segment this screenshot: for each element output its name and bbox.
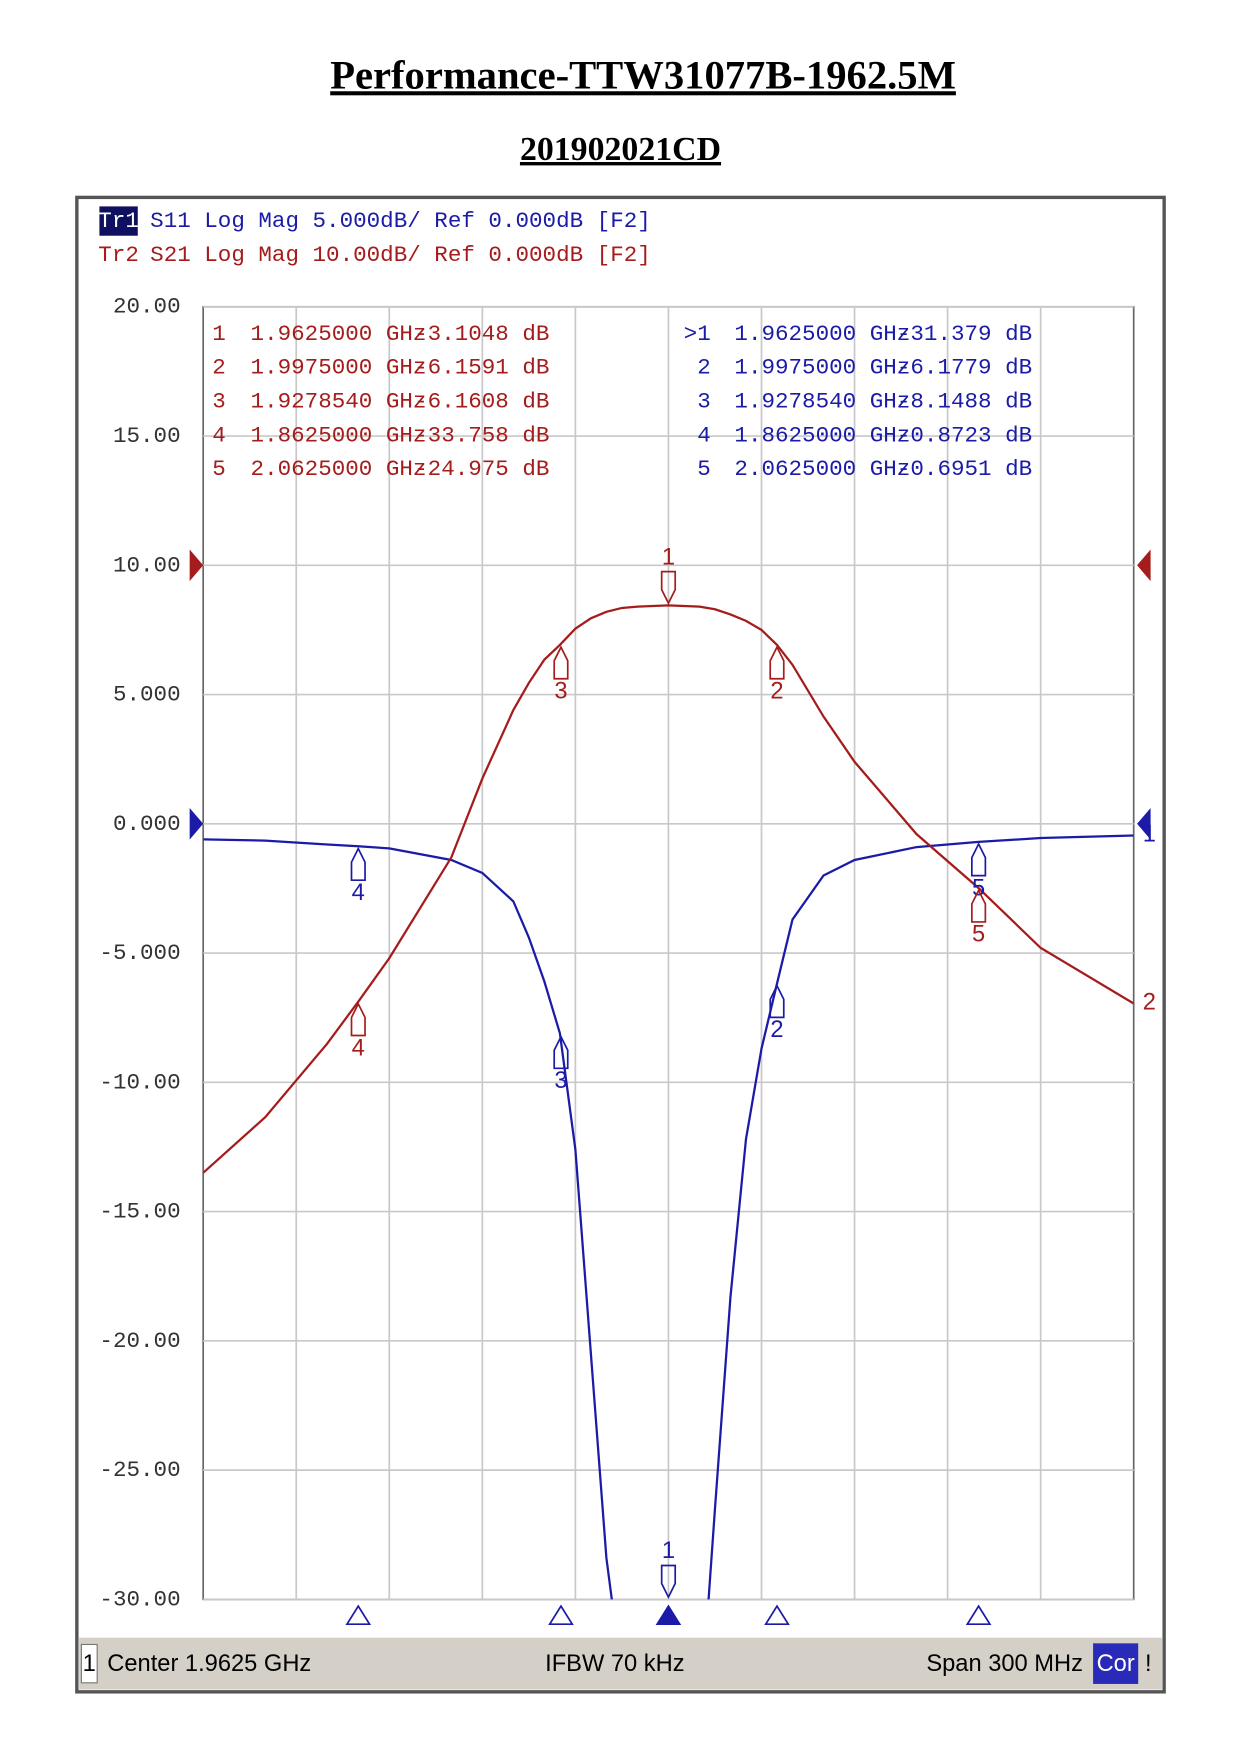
marker-table-freq: 2.0625000 GHz xyxy=(734,456,910,482)
trace-end-label: 2 xyxy=(1143,990,1156,1016)
status-box xyxy=(1093,1643,1139,1684)
ifbw-label: IFBW 70 kHz xyxy=(545,1651,684,1677)
ref-arrow xyxy=(189,808,204,840)
trace-name: Tr2 xyxy=(98,242,139,268)
marker-table-value: -0.6951 dB xyxy=(897,456,1032,482)
marker-table-id: 4 xyxy=(697,422,711,448)
marker-table-value: -31.379 dB xyxy=(897,321,1032,347)
marker-table-value: -6.1779 dB xyxy=(897,355,1032,381)
marker xyxy=(769,983,785,1019)
chart-title: Performance-TTW31077B-1962.5M xyxy=(330,52,956,97)
y-tick-label: 5.000 xyxy=(113,682,181,708)
flag-label: ! xyxy=(1145,1651,1152,1677)
marker-table-freq: 1.9278540 GHz xyxy=(251,388,427,414)
stimulus-marker xyxy=(548,1604,574,1626)
trace-description: S11 Log Mag 5.000dB/ Ref 0.000dB [F2] xyxy=(150,208,651,234)
marker-label: 3 xyxy=(554,1068,567,1094)
marker-table-freq: 1.9975000 GHz xyxy=(251,355,427,381)
y-tick-label: -30.00 xyxy=(99,1586,180,1612)
marker-label: 1 xyxy=(662,544,675,570)
marker-table-value: -6.1608 dB xyxy=(414,388,549,414)
status-label: Cor xyxy=(1097,1651,1135,1677)
trace-description: S21 Log Mag 10.00dB/ Ref 0.000dB [F2] xyxy=(150,242,651,268)
marker-label: 1 xyxy=(662,1538,675,1564)
ref-arrow xyxy=(189,549,204,582)
marker-table-freq: 1.8625000 GHz xyxy=(734,422,910,448)
marker xyxy=(553,645,569,680)
marker-table-value: -24.975 dB xyxy=(414,456,549,482)
y-tick-label: -25.00 xyxy=(99,1457,180,1483)
marker xyxy=(970,842,987,877)
marker-table-freq: 1.9975000 GHz xyxy=(734,355,910,381)
marker-table-freq: 2.0625000 GHz xyxy=(251,456,427,482)
marker-table-value: -33.758 dB xyxy=(414,422,549,448)
stimulus-marker xyxy=(345,1604,372,1626)
marker-table-id: 1 xyxy=(212,321,226,347)
channel-box xyxy=(80,1643,98,1684)
y-tick-label: 10.00 xyxy=(113,552,181,578)
marker xyxy=(660,570,677,606)
marker-table-value: -3.1048 dB xyxy=(414,321,549,347)
marker-table-id: 2 xyxy=(697,355,711,381)
y-tick-label: -20.00 xyxy=(99,1328,180,1354)
status-bar xyxy=(79,1637,1162,1690)
marker-label: 4 xyxy=(352,880,365,906)
marker-table-id: 5 xyxy=(697,456,711,482)
marker-table-value: -0.8723 dB xyxy=(897,422,1032,448)
trace-end-label: 1 xyxy=(1143,822,1156,848)
ref-arrow xyxy=(1137,549,1151,582)
marker-label: 5 xyxy=(972,875,985,901)
marker-table-id: >1 xyxy=(684,321,711,347)
chart-subtitle: 201902021CD xyxy=(520,131,721,168)
marker xyxy=(350,1002,366,1037)
marker xyxy=(970,888,987,923)
marker-table-id: 3 xyxy=(212,388,226,414)
channel-label: 1 xyxy=(83,1651,96,1677)
marker-label: 4 xyxy=(352,1035,365,1061)
marker-table-freq: 1.9625000 GHz xyxy=(734,321,910,347)
y-tick-label: 20.00 xyxy=(113,294,181,320)
marker-table-id: 3 xyxy=(697,388,711,414)
marker-label: 3 xyxy=(554,679,567,705)
trace-line xyxy=(203,604,1134,1174)
stimulus-marker xyxy=(965,1604,992,1626)
y-tick-label: -15.00 xyxy=(99,1199,180,1225)
marker xyxy=(660,1564,677,1599)
stimulus-marker xyxy=(655,1604,682,1626)
trace-line xyxy=(203,834,1134,1600)
marker-table-value: -6.1591 dB xyxy=(414,355,549,381)
marker-table-id: 2 xyxy=(212,355,226,381)
marker-label: 5 xyxy=(972,922,985,948)
traces xyxy=(203,604,1134,1600)
marker-table-id: 4 xyxy=(212,422,226,448)
marker-table-freq: 1.9625000 GHz xyxy=(251,321,427,347)
marker xyxy=(769,645,785,680)
y-tick-label: -5.000 xyxy=(99,940,180,966)
ref-arrow xyxy=(1137,808,1151,840)
y-tick-label: -10.00 xyxy=(99,1069,180,1095)
y-tick-label: 0.000 xyxy=(113,811,181,837)
marker-label: 2 xyxy=(770,1017,783,1043)
marker-table-id: 5 xyxy=(212,456,226,482)
y-tick-label: 15.00 xyxy=(113,423,181,449)
marker-table-freq: 1.9278540 GHz xyxy=(734,388,910,414)
trace-name: Tr1 xyxy=(98,208,139,234)
marker-label: 2 xyxy=(770,679,783,705)
marker xyxy=(350,846,366,882)
stimulus-marker xyxy=(764,1604,790,1626)
marker xyxy=(553,1034,569,1070)
active-trace-box xyxy=(99,206,138,236)
span-label: Span 300 MHz xyxy=(926,1651,1083,1677)
marker-table-freq: 1.8625000 GHz xyxy=(251,422,427,448)
marker-table-value: -8.1488 dB xyxy=(897,388,1032,414)
center-label: Center 1.9625 GHz xyxy=(107,1651,311,1677)
